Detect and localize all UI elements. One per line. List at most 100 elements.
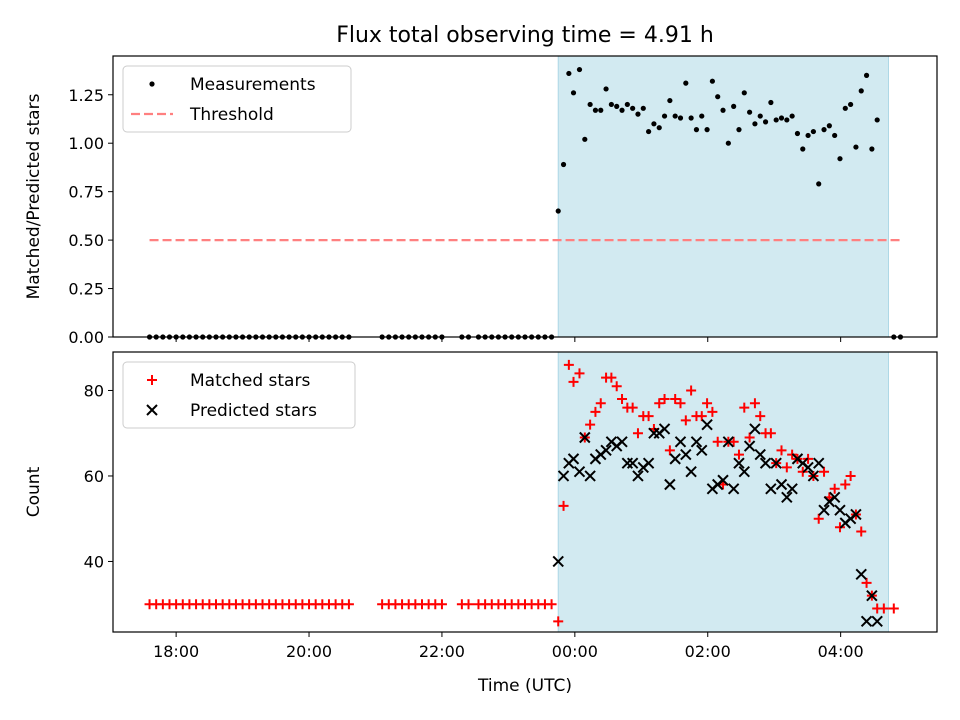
- measurement-point: [805, 132, 811, 139]
- measurement-point: [688, 115, 694, 121]
- x-tick-label: 18:00: [153, 642, 199, 661]
- x-tick-label: 04:00: [818, 642, 864, 661]
- measurement-point: [570, 90, 577, 96]
- predicted-star-point: [557, 470, 570, 482]
- predicted-star-point: [680, 448, 692, 461]
- matched-star-point: [878, 603, 889, 614]
- count-y-axis-label: Count: [24, 466, 44, 517]
- matched-star-point: [643, 411, 654, 422]
- measurement-point: [630, 105, 636, 111]
- chart-title: Flux total observing time = 4.91 h: [336, 23, 714, 48]
- predicted-star-point: [850, 508, 862, 521]
- predicted-star-point: [626, 457, 639, 469]
- predicted-star-point: [727, 483, 740, 495]
- predicted-star-point: [642, 457, 655, 469]
- predicted-star-point: [749, 423, 761, 435]
- matched-star-point: [739, 402, 750, 413]
- measurement-point: [704, 127, 710, 133]
- matched-star-point: [829, 483, 840, 494]
- matched-star-point: [856, 526, 867, 537]
- matched-star-point: [546, 599, 557, 610]
- predicted-star-point: [759, 457, 772, 469]
- x-tick-label: 22:00: [419, 642, 465, 661]
- predicted-star-point: [616, 436, 628, 448]
- measurement-point: [731, 103, 737, 109]
- measurement-point: [869, 146, 875, 152]
- predicted-star-point: [807, 470, 820, 482]
- matched-star-point: [888, 603, 899, 614]
- matched-star-point: [749, 398, 760, 409]
- predicted-star-point: [828, 491, 841, 504]
- measurement-point: [842, 105, 848, 111]
- measurement-point: [608, 101, 614, 108]
- predicted-star-point: [722, 436, 735, 448]
- ratio-legend: Measurements Threshold: [122, 65, 352, 133]
- matched-star-point: [702, 398, 713, 409]
- matched-star-point: [553, 616, 564, 627]
- measurement-point: [832, 132, 838, 139]
- matched-star-point: [568, 376, 579, 387]
- legend-box: [122, 361, 356, 429]
- predicted-star-point: [834, 504, 846, 516]
- measurement-point: [667, 97, 673, 104]
- legend-label: Measurements: [190, 75, 316, 95]
- measurement-point: [598, 107, 604, 113]
- predicted-star-point: [717, 474, 729, 486]
- matched-star-point: [755, 411, 766, 422]
- matched-star-point: [675, 398, 686, 409]
- legend-label: Matched stars: [190, 371, 310, 391]
- matched-star-point: [463, 599, 474, 610]
- predicted-star-point: [818, 504, 830, 516]
- measurement-point: [646, 128, 652, 135]
- matched-star-point: [563, 359, 574, 370]
- measurement-point: [757, 113, 763, 119]
- predicted-star-point: [770, 457, 782, 469]
- legend-label: Threshold: [189, 105, 274, 125]
- matched-star-point: [654, 398, 665, 409]
- y-tick-label: 1.25: [68, 86, 104, 105]
- matched-star-point: [744, 432, 755, 443]
- matched-star-point: [632, 428, 643, 439]
- measurement-point: [773, 117, 779, 123]
- matched-star-point: [765, 428, 776, 439]
- predicted-star-point: [781, 491, 793, 504]
- measurement-point: [874, 117, 880, 123]
- matched-star-point: [436, 599, 447, 610]
- y-tick-label: 40: [84, 552, 104, 571]
- measurement-point: [858, 88, 864, 94]
- legend-box: [122, 65, 352, 133]
- measurement-point: [603, 86, 609, 92]
- predicted-star-point: [765, 483, 777, 495]
- matched-star-point: [861, 577, 872, 588]
- predicted-star-point: [871, 615, 883, 628]
- matched-star-point: [664, 445, 675, 456]
- measurement-point: [699, 113, 705, 119]
- matched-star-point: [776, 445, 787, 456]
- measurement-point: [768, 99, 774, 106]
- predicted-star-point: [866, 589, 878, 602]
- matched-star-point: [696, 411, 707, 422]
- predicted-star-point: [754, 448, 766, 461]
- matched-star-point: [712, 436, 723, 447]
- measurement-point: [683, 80, 689, 86]
- measurement-point: [651, 121, 657, 127]
- matched-star-point: [707, 406, 718, 417]
- measurement-point: [582, 136, 588, 142]
- matched-star-point: [733, 449, 744, 460]
- legend-marker-predicted: [146, 404, 158, 416]
- measurement-point: [736, 127, 742, 133]
- predicted-star-point: [733, 457, 745, 469]
- measurement-point: [747, 109, 753, 115]
- predicted-star-point: [690, 436, 703, 448]
- measurement-point: [592, 107, 599, 113]
- y-tick-label: 0.25: [68, 280, 104, 299]
- count-panel: 18:00 20:00 22:00 00:00 02:00 04:00 40 60 80 Coun…: [24, 351, 938, 661]
- measurement-point: [656, 125, 662, 131]
- measurement-point: [800, 146, 806, 152]
- measurement-point: [635, 111, 641, 117]
- predicted-star-point: [674, 436, 687, 448]
- measurement-point: [555, 208, 561, 214]
- predicted-star-point: [696, 444, 708, 457]
- predicted-star-point: [860, 615, 873, 628]
- measurement-point: [789, 113, 795, 119]
